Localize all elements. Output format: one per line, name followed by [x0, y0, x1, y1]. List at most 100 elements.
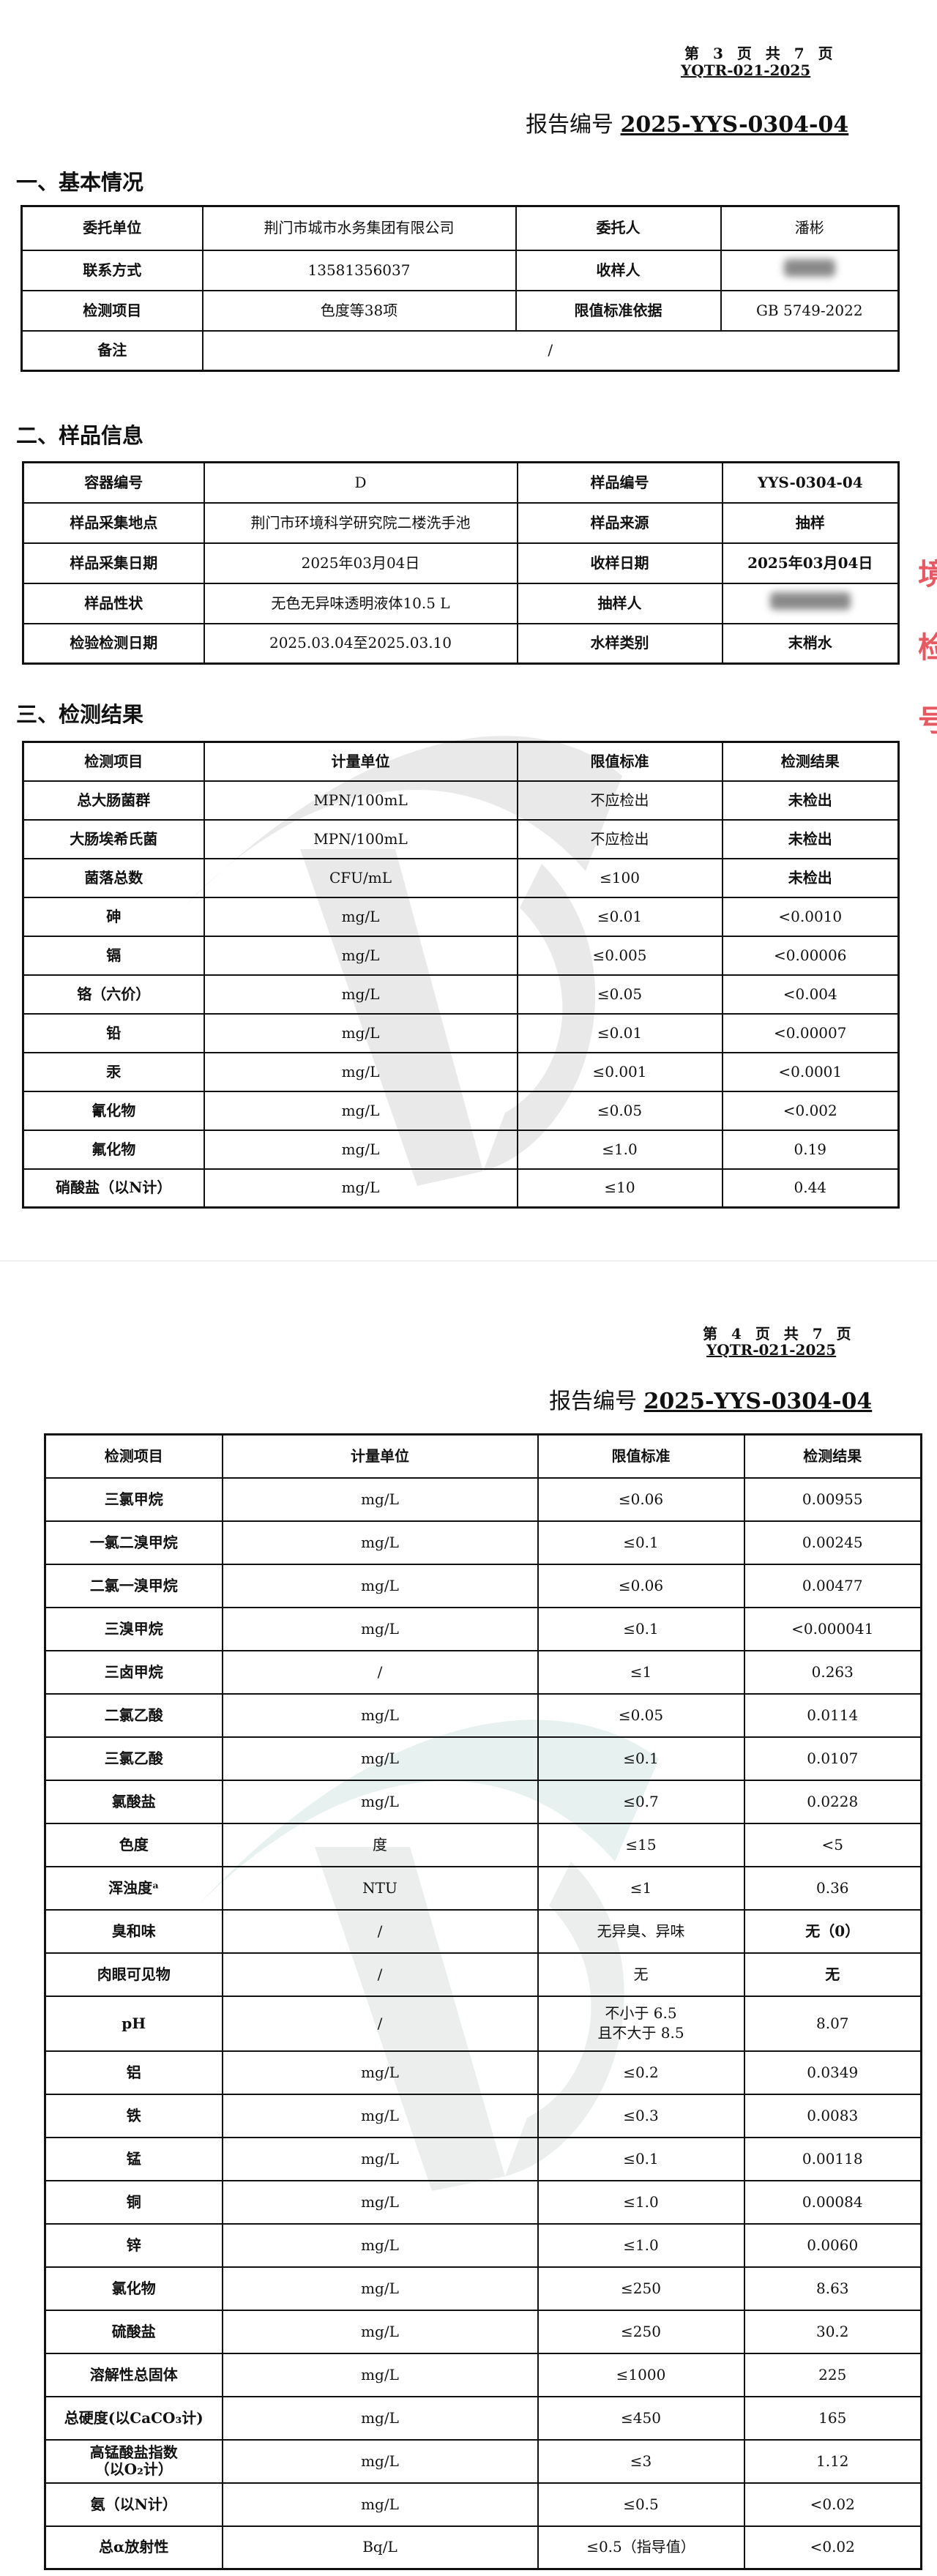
limit-standard: ≤0.5（指导值）	[537, 2525, 745, 2570]
unit: mg/L	[203, 896, 518, 937]
field-label: 样品来源	[516, 501, 723, 544]
column-header: 计量单位	[221, 1433, 539, 1479]
limit-standard: ≤1	[537, 1649, 745, 1695]
test-result: 0.00955	[743, 1476, 922, 1522]
limit-standard: ≤250	[537, 2309, 745, 2354]
section-sample-title: 二、样品信息	[16, 423, 144, 448]
test-item: 氯化物	[44, 2266, 223, 2311]
test-result: 未检出	[721, 818, 900, 859]
remark-label: 备注	[20, 329, 204, 372]
unit: /	[221, 1908, 539, 1954]
results-table-page4: 检测项目 计量单位 限值标准 检测结果 三氯甲烷 mg/L ≤0.06 0.00955 一氯二溴…	[44, 1433, 922, 2570]
limit-standard: ≤0.1	[537, 1606, 745, 1651]
test-item: 铜	[44, 2179, 223, 2225]
limit-standard: ≤0.2	[537, 2050, 745, 2095]
unit: mg/L	[221, 1606, 539, 1651]
limit-standard: ≤3	[537, 2438, 745, 2484]
table-row: 溶解性总固体 mg/L ≤1000 225	[44, 2352, 922, 2397]
red-seal-stamp-icon: 境检号	[918, 557, 937, 738]
test-result: 0.44	[721, 1168, 900, 1209]
sample-info-table: 容器编号 D 样品编号 YYS-0304-04 样品采集地点 荆门市环境科学研究院二楼洗手…	[22, 461, 900, 665]
test-item: 锰	[44, 2136, 223, 2181]
test-result: 225	[743, 2352, 922, 2397]
limit-standard: ≤1.0	[537, 2179, 745, 2225]
report-page-3: 第 3 页 共 7 页 YQTR-021-2025 报告编号 2025-YYS-…	[0, 0, 937, 1255]
limit-standard: 不应检出	[516, 780, 723, 821]
unit: CFU/mL	[203, 857, 518, 898]
report-page-4: 第 4 页 共 7 页 YQTR-021-2025 报告编号 2025-YYS-…	[0, 1261, 937, 2576]
field-value: 13581356037	[201, 249, 517, 291]
test-item: 铝	[44, 2050, 223, 2095]
test-item: 铅	[22, 1012, 205, 1053]
unit: mg/L	[221, 2352, 539, 2397]
field-value: 抽样	[721, 501, 900, 544]
field-value: 末梢水	[721, 622, 900, 665]
limit-standard: 不小于 6.5 且不大于 8.5	[537, 1995, 745, 2052]
table-row: 锌 mg/L ≤1.0 0.0060	[44, 2222, 922, 2268]
limit-standard: ≤15	[537, 1822, 745, 1867]
sample-info-row: 样品采集地点 荆门市环境科学研究院二楼洗手池 样品来源 抽样	[22, 501, 900, 544]
unit: mg/L	[221, 2222, 539, 2268]
field-label: 样品编号	[516, 461, 723, 504]
test-result: <5	[743, 1822, 922, 1867]
test-result: 1.12	[743, 2438, 922, 2484]
column-header: 检测结果	[743, 1433, 922, 1479]
unit: mg/L	[221, 2309, 539, 2354]
redacted-name	[783, 258, 835, 277]
sample-info-row: 样品采集日期 2025年03月04日 收样日期 2025年03月04日	[22, 542, 900, 584]
table-row: 铝 mg/L ≤0.2 0.0349	[44, 2050, 922, 2095]
test-item: 大肠埃希氏菌	[22, 818, 205, 859]
field-label: 容器编号	[22, 461, 205, 504]
table-row: 浑浊度ᵃ NTU ≤1 0.36	[44, 1865, 922, 1911]
table-row: 色度度 ≤15 <5	[44, 1822, 922, 1867]
test-result: 0.0083	[743, 2093, 922, 2138]
table-row: 铁 mg/L ≤0.3 0.0083	[44, 2093, 922, 2138]
test-item: 色度	[44, 1822, 223, 1867]
test-result: 0.0349	[743, 2050, 922, 2095]
test-item: 肉眼可见物	[44, 1952, 223, 1997]
test-result: 165	[743, 2395, 922, 2441]
limit-standard: ≤1	[537, 1865, 745, 1911]
test-item: 三氯乙酸	[44, 1736, 223, 1781]
test-result: 0.00477	[743, 1563, 922, 1608]
limit-standard: ≤0.1	[537, 1736, 745, 1781]
unit: mg/L	[203, 1129, 518, 1170]
unit: mg/L	[221, 2093, 539, 2138]
test-item: pH	[44, 1995, 223, 2052]
sample-info-row: 样品性状 无色无异味透明液体10.5 L 抽样人	[22, 582, 900, 624]
remark-row: 备注 /	[20, 329, 900, 372]
limit-standard: ≤0.05	[537, 1692, 745, 1738]
field-label: 抽样人	[516, 582, 723, 624]
limit-standard: ≤0.5	[537, 2482, 745, 2527]
unit: mg/L	[221, 1520, 539, 1565]
remark-value: /	[201, 329, 900, 372]
test-item: 氟化物	[22, 1129, 205, 1170]
report-number: 报告编号 2025-YYS-0304-04	[549, 1383, 872, 1415]
unit: 度	[221, 1822, 539, 1867]
unit: MPN/100mL	[203, 818, 518, 859]
field-label: 收样人	[515, 249, 722, 291]
field-value	[720, 249, 900, 291]
field-value: 潘彬	[720, 205, 900, 251]
test-result: <0.02	[743, 2525, 922, 2570]
limit-standard: ≤0.05	[516, 974, 723, 1015]
table-row: 汞 mg/L ≤0.001 <0.0001	[22, 1051, 900, 1092]
test-result: 0.19	[721, 1129, 900, 1170]
field-label: 检测项目	[20, 289, 204, 332]
test-result: <0.0001	[721, 1051, 900, 1092]
report-number-value: 2025-YYS-0304-04	[643, 1389, 873, 1414]
page-number: 第 4 页 共 7 页	[703, 1325, 856, 1343]
unit: mg/L	[203, 974, 518, 1015]
test-item: 氰化物	[22, 1090, 205, 1131]
sample-info-row: 容器编号 D 样品编号 YYS-0304-04	[22, 461, 900, 504]
column-header: 计量单位	[203, 741, 518, 782]
field-label: 样品采集地点	[22, 501, 205, 544]
table-row: 臭和味 / 无异臭、异味 无（0）	[44, 1908, 922, 1954]
table-row: 三氯乙酸 mg/L ≤0.1 0.0107	[44, 1736, 922, 1781]
test-result: <0.0010	[721, 896, 900, 937]
test-item: 臭和味	[44, 1908, 223, 1954]
unit: mg/L	[221, 1692, 539, 1738]
unit: mg/L	[221, 2050, 539, 2095]
test-item: 浑浊度ᵃ	[44, 1865, 223, 1911]
test-result: <0.004	[721, 974, 900, 1015]
